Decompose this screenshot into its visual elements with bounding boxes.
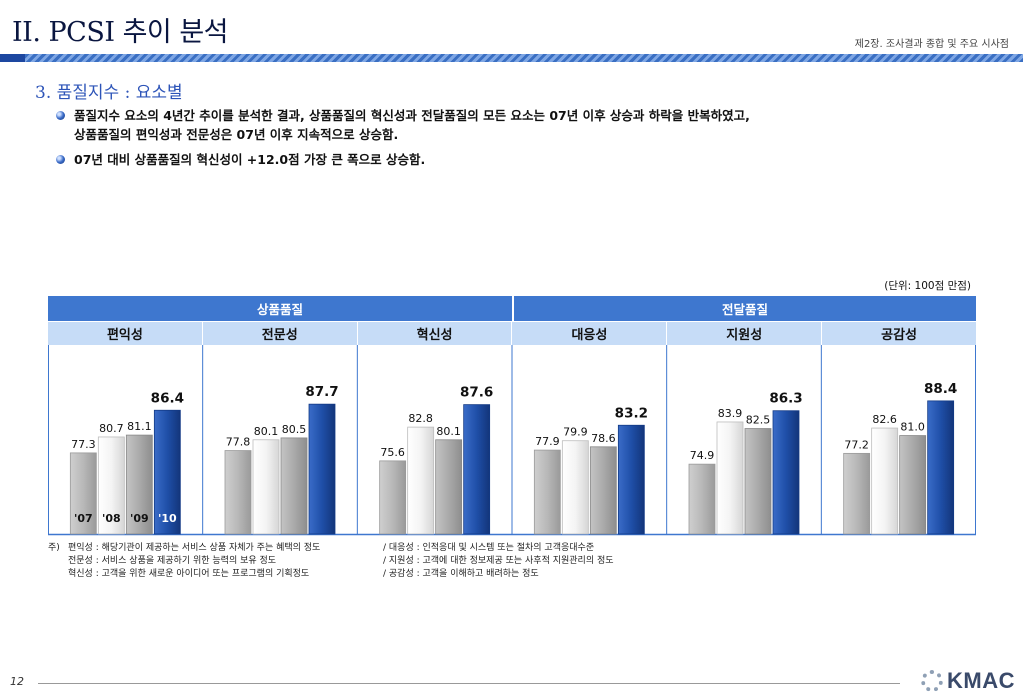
bar-y10-공감성	[927, 400, 955, 535]
bar-y09-공감성	[899, 435, 927, 535]
footnote-def: / 공감성 : 고객을 이해하고 배려하는 정도	[383, 569, 539, 579]
bullet-icon	[56, 111, 65, 120]
bar-y09-지원성	[744, 428, 772, 535]
bar-y10-지원성	[772, 410, 800, 535]
data-label: 82.8	[408, 412, 433, 425]
unit-note: (단위: 100점 만점)	[884, 280, 971, 292]
footnote: 주) 편익성 : 해당기관이 제공하는 서비스 상품 자체가 주는 혜택의 정도…	[48, 542, 614, 581]
footnote-def: 전문성 : 서비스 상품을 제공하기 위한 능력의 보유 정도	[68, 556, 277, 566]
bullet-icon	[56, 155, 65, 164]
footnote-def: 혁신성 : 고객을 위한 새로운 아이디어 또는 프로그램의 기획정도	[68, 569, 310, 579]
kmac-logo: KMAC	[921, 668, 1015, 694]
footnote-prefix: 주)	[48, 543, 60, 553]
data-label: 77.9	[535, 435, 560, 448]
data-label: 79.9	[563, 426, 588, 439]
data-label: 87.6	[460, 385, 493, 401]
group-header-product: 상품품질	[256, 302, 303, 317]
data-label: 77.2	[844, 438, 869, 451]
bar-y08-편익성	[97, 436, 125, 535]
bar-y08-지원성	[716, 421, 744, 535]
data-label: 81.1	[127, 420, 152, 433]
bar-y08-공감성	[871, 427, 899, 535]
data-label: 77.3	[71, 438, 96, 451]
bar-y10-대응성	[617, 424, 645, 535]
category-header-row: 편익성 전문성 혁신성 대응성 지원성 공감성	[48, 321, 976, 345]
chart-table: 상품품질 전달품질 편익성 전문성 혁신성 대응성 지원성 공감성 77.3 80…	[48, 296, 976, 538]
data-label: 86.3	[769, 391, 802, 407]
data-label: 83.9	[718, 407, 743, 420]
bullet-list: 품질지수 요소의 4년간 추이를 분석한 결과, 상품품질의 혁신성과 전달품질…	[54, 106, 954, 175]
footnote-def: / 지원성 : 고객에 대한 정보제공 또는 사후적 지원관리의 정도	[383, 556, 614, 566]
bar-y10-혁신성	[463, 404, 491, 535]
bar-y07-혁신성	[379, 460, 407, 535]
footnote-def: 편익성 : 해당기관이 제공하는 서비스 상품 자체가 주는 혜택의 정도	[68, 543, 321, 553]
bar-y09-편익성	[125, 434, 153, 535]
footer-divider	[38, 683, 900, 684]
data-label: 77.8	[226, 436, 251, 449]
bar-y09-전문성	[280, 437, 308, 535]
data-label: 81.0	[900, 421, 925, 434]
legend-label: '08	[102, 512, 121, 525]
data-label: 80.1	[436, 425, 461, 438]
data-label: 74.9	[690, 449, 715, 462]
legend-label: '07	[74, 512, 93, 525]
category-header: 지원성	[666, 322, 821, 345]
bar-y07-대응성	[533, 449, 561, 535]
data-label: 75.6	[380, 446, 405, 459]
data-label: 86.4	[151, 390, 184, 406]
data-label: 80.7	[99, 422, 124, 435]
bar-y09-혁신성	[435, 439, 463, 535]
bar-y09-대응성	[589, 446, 617, 535]
legend-label: '09	[130, 512, 149, 525]
data-label: 82.5	[746, 414, 771, 427]
bullet-text-cont: 상품품질의 편익성과 전문성은 07년 이후 지속적으로 상승함.	[74, 127, 399, 142]
page-number: 12	[10, 675, 24, 688]
bar-y07-지원성	[688, 463, 716, 535]
bar-y10-전문성	[308, 403, 336, 535]
data-label: 80.1	[254, 425, 279, 438]
bar-y10-편익성	[153, 409, 181, 535]
category-header: 대응성	[511, 322, 666, 345]
bullet-text: 07년 대비 상품품질의 혁신성이 +12.0점 가장 큰 폭으로 상승함.	[74, 152, 426, 167]
category-header: 혁신성	[356, 322, 512, 345]
bar-y08-대응성	[561, 440, 589, 535]
data-label: 82.6	[872, 413, 897, 426]
footnote-def: / 대응성 : 인적응대 및 시스템 또는 절차의 고객응대수준	[383, 543, 595, 553]
gear-icon	[921, 670, 943, 692]
data-label: 80.5	[282, 423, 307, 436]
category-header: 편익성	[106, 328, 143, 343]
group-header-delivery: 전달품질	[512, 296, 976, 321]
section-title: 3. 품질지수 : 요소별	[35, 83, 183, 103]
page-title: II. PCSI 추이 분석	[12, 17, 229, 48]
data-label: 83.2	[615, 405, 648, 421]
data-label: 87.7	[305, 384, 338, 400]
category-header: 공감성	[821, 322, 976, 345]
category-header: 전문성	[201, 322, 357, 345]
bullet-item: 07년 대비 상품품질의 혁신성이 +12.0점 가장 큰 폭으로 상승함.	[54, 150, 954, 169]
data-label: 88.4	[924, 381, 957, 397]
bar-y07-공감성	[843, 452, 871, 535]
logo-text: KMAC	[947, 668, 1015, 693]
bar-y08-전문성	[252, 439, 280, 535]
bullet-item: 품질지수 요소의 4년간 추이를 분석한 결과, 상품품질의 혁신성과 전달품질…	[54, 106, 954, 144]
chapter-label: 제2장. 조사결과 종합 및 주요 시사점	[854, 39, 1009, 50]
bar-y07-전문성	[224, 450, 252, 535]
data-label: 78.6	[591, 432, 616, 445]
legend-label: '10	[158, 512, 177, 525]
group-header-row: 상품품질 전달품질	[48, 296, 976, 321]
header-stripe	[0, 54, 1023, 62]
bullet-text: 품질지수 요소의 4년간 추이를 분석한 결과, 상품품질의 혁신성과 전달품질…	[74, 108, 750, 123]
bar-y07-편익성	[69, 452, 97, 535]
bar-y08-혁신성	[407, 426, 435, 535]
